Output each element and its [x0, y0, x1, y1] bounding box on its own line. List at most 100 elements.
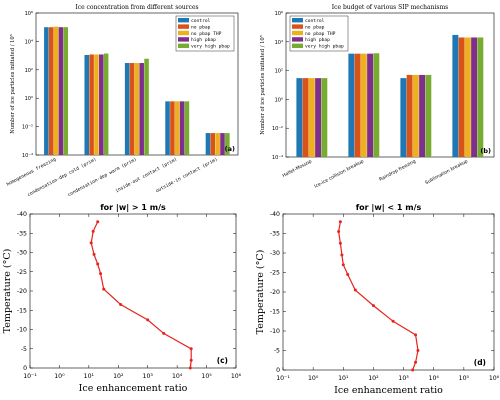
data-point: [96, 262, 100, 266]
x-axis-label: Ice enhancement ratio: [334, 385, 443, 396]
profile-line: [90, 221, 192, 369]
x-tick-label: 10⁰: [308, 375, 319, 382]
y-tick-label: 10²: [275, 69, 283, 75]
panel-label: (d): [474, 358, 486, 367]
x-tick-label: 10²: [368, 375, 379, 382]
y-tick-label: 10⁴: [275, 40, 283, 46]
bar: [425, 74, 432, 157]
legend-swatch: [292, 18, 303, 23]
bar: [129, 63, 135, 155]
legend-entry: very high pbap: [191, 44, 230, 50]
bar: [99, 54, 104, 155]
legend-swatch: [178, 30, 189, 36]
category-label: condensation-dep cold (prim): [26, 156, 97, 198]
x-tick-label: 10³: [143, 373, 154, 380]
y-tick-label: -25: [17, 269, 27, 276]
bar: [406, 74, 413, 157]
y-tick-label: 10⁻²: [22, 125, 33, 131]
x-axis-label: Ice enhancement ratio: [79, 383, 188, 394]
bar: [321, 78, 328, 157]
bar: [302, 78, 309, 157]
data-point: [341, 263, 345, 267]
legend-entry: no pbap THP: [191, 31, 222, 37]
x-tick-label: 10⁻¹: [276, 375, 290, 382]
data-point: [99, 272, 103, 276]
category-label: condensation-dep warm (prim): [67, 156, 138, 198]
bar: [103, 53, 109, 156]
category-label: outside-in contact (prim): [155, 156, 219, 194]
bar: [225, 133, 230, 155]
data-point: [414, 333, 418, 337]
y-tick-label: -10: [270, 328, 280, 335]
bar: [124, 63, 130, 155]
y-tick-label: -5: [274, 348, 280, 355]
x-tick-label: 10⁵: [201, 373, 212, 380]
data-point: [188, 366, 192, 370]
bar: [48, 27, 54, 156]
panel-c: 10⁻¹ 10⁰ 10¹ 10² 10³ 10⁴ 10⁵ 10⁶ 0 -5 -10 -15 -20 -25…: [2, 203, 242, 394]
data-point: [414, 360, 418, 364]
legend-swatch: [178, 43, 189, 48]
legend-swatch: [292, 24, 303, 29]
data-point: [189, 347, 193, 351]
bar: [412, 74, 419, 157]
bar: [360, 53, 367, 157]
x-tick-label: 10⁶: [489, 375, 500, 382]
y-tick-label: 10⁰: [275, 97, 283, 103]
y-tick-label: 10⁴: [25, 39, 33, 45]
y-tick-label: -30: [270, 250, 280, 257]
bar: [205, 133, 211, 155]
bar: [144, 58, 149, 155]
bar: [296, 78, 303, 157]
data-point: [346, 272, 350, 276]
x-tick-label: 10⁴: [429, 375, 440, 382]
bar: [220, 133, 225, 155]
y-tick-label: -10: [17, 327, 27, 334]
bar: [44, 27, 49, 156]
bar: [58, 27, 64, 156]
bar: [165, 101, 170, 155]
bar: [53, 26, 59, 155]
bar: [308, 78, 315, 157]
y-tick-label: -15: [270, 309, 280, 316]
y-axis-label: Number of ice particles initiated / 10⁵: [10, 34, 16, 134]
panel-label: (c): [217, 356, 228, 365]
data-point: [91, 229, 95, 233]
data-point: [162, 331, 166, 335]
legend-entry: high pbap: [191, 37, 216, 43]
data-point: [89, 241, 93, 245]
x-tick-label: 10⁶: [231, 373, 242, 380]
data-point: [119, 302, 123, 306]
y-axis-label: Temperature (°C): [255, 250, 266, 335]
axes-frame: [282, 213, 495, 371]
legend-swatch: [292, 43, 303, 48]
y-tick-label: 10²: [25, 68, 33, 74]
panel-label: (a): [225, 145, 235, 153]
legend-entry: no pbap: [305, 24, 325, 30]
legend-swatch: [178, 18, 189, 23]
bar: [464, 37, 471, 158]
chart-title: Ice concentration from different sources: [75, 4, 198, 11]
bar: [348, 53, 355, 157]
panel-d: 10⁻¹ 10⁰ 10¹ 10² 10³ 10⁴ 10⁵ 10⁶ 0 -5 -10 -15 -20 -25…: [255, 203, 500, 396]
x-tick-label: 10⁴: [172, 373, 183, 380]
bar: [174, 101, 180, 155]
bar: [63, 27, 69, 156]
legend-swatch: [178, 24, 189, 29]
x-tick-label: 10¹: [338, 375, 349, 382]
legend-entry: no pbap: [191, 24, 211, 30]
data-point: [92, 252, 96, 256]
legend-entry: control: [305, 18, 325, 24]
axes-frame: [285, 12, 495, 158]
bar: [210, 133, 216, 155]
data-point: [416, 349, 420, 352]
y-tick-label: 0: [23, 365, 27, 372]
data-point: [353, 288, 357, 292]
bar: [179, 101, 185, 155]
profile-line: [337, 221, 419, 371]
chart-title: for |w| < 1 m/s: [356, 203, 422, 212]
bar: [170, 101, 175, 155]
legend-entry: very high pbap: [305, 44, 344, 50]
